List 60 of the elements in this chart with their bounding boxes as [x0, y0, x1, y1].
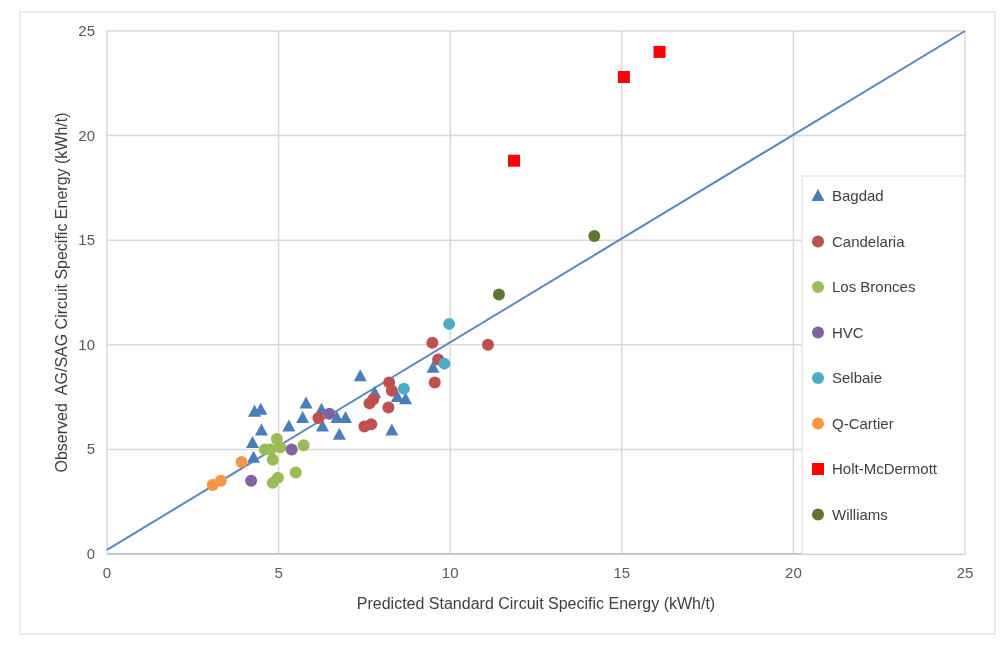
point — [271, 471, 284, 484]
point — [397, 382, 410, 395]
point — [296, 411, 310, 424]
point — [443, 317, 456, 330]
legend-label: Holt-McDermott — [832, 460, 938, 477]
y-tick-label: 15 — [78, 231, 95, 249]
point — [382, 401, 395, 414]
legend-label: Candelaria — [832, 232, 906, 250]
x-tick-label: 5 — [274, 564, 283, 581]
x-axis-title: Predicted Standard Circuit Specific Energy (kWh/t) — [356, 595, 716, 612]
point — [235, 455, 248, 468]
point — [426, 336, 439, 349]
point — [214, 474, 227, 487]
x-tick-label: 25 — [956, 564, 974, 581]
x-tick-label: 10 — [441, 564, 459, 581]
point — [588, 230, 601, 243]
point — [653, 45, 666, 58]
legend-label: Q-Cartier — [832, 414, 894, 432]
point — [367, 393, 380, 406]
point — [428, 376, 441, 389]
y-tick-label: 25 — [78, 22, 95, 39]
point — [332, 427, 346, 440]
point — [254, 423, 268, 436]
point — [438, 357, 451, 370]
x-tick-label: 20 — [785, 564, 802, 581]
y-tick-label: 10 — [78, 335, 95, 353]
point — [289, 466, 302, 479]
point — [481, 338, 494, 351]
point — [399, 392, 413, 405]
point — [339, 411, 353, 424]
point — [274, 441, 287, 454]
point — [285, 443, 298, 456]
point — [245, 474, 258, 487]
x-tick-label: 15 — [613, 564, 631, 581]
point — [297, 439, 310, 452]
point — [385, 423, 399, 436]
legend-label: Selbaie — [832, 369, 883, 386]
legend-label: Los Bronces — [832, 278, 916, 295]
point — [246, 436, 260, 449]
point — [282, 419, 296, 432]
point — [353, 369, 367, 382]
point — [617, 71, 630, 84]
point — [426, 360, 440, 373]
y-tick-label: 5 — [86, 440, 95, 458]
legend-label: HVC — [832, 323, 864, 341]
point — [299, 396, 313, 409]
point — [492, 288, 505, 301]
point — [508, 154, 521, 167]
point — [323, 407, 336, 420]
point — [365, 418, 378, 431]
legend-label: Williams — [832, 505, 888, 523]
point — [312, 412, 325, 425]
y-tick-label: 0 — [86, 545, 95, 562]
point — [266, 453, 279, 466]
x-tick-label: 0 — [102, 564, 112, 581]
y-axis-title: Observed AG/SAG Circuit Specific Energy (kWh/t) — [53, 112, 70, 473]
point — [247, 450, 261, 463]
point — [385, 384, 398, 397]
legend-label: Bagdad — [832, 187, 884, 204]
y-tick-label: 20 — [78, 126, 95, 144]
